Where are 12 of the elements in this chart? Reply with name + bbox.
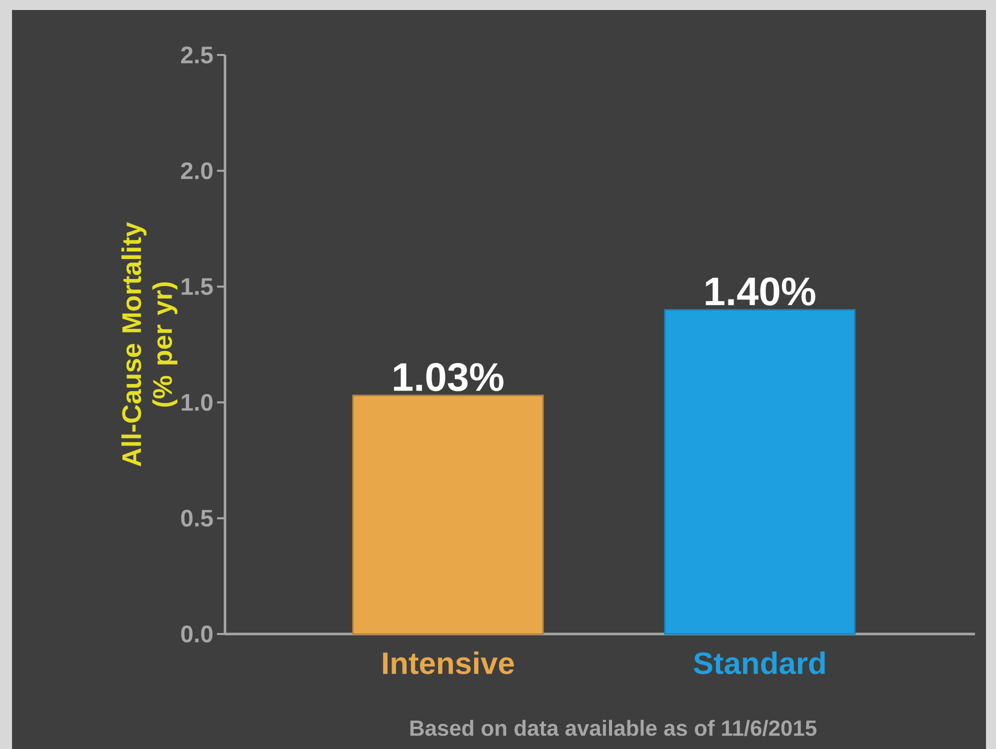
y-tick-label: 1.5 xyxy=(182,278,213,295)
y-tick-label: 0.5 xyxy=(181,510,213,527)
x-tick-label: Standard xyxy=(694,652,825,674)
x-tick-label: Intensive xyxy=(383,652,514,674)
y-tick-label: 0.0 xyxy=(181,626,213,642)
y-tick-label: 2.0 xyxy=(181,162,213,180)
data-label: 1.03% xyxy=(394,362,504,392)
y-axis-title: All-Cause Mortality (% per yr) xyxy=(121,222,178,466)
data-label: 1.40% xyxy=(706,277,816,306)
y-tick-label: 1.0 xyxy=(182,394,213,411)
text: Based on data available as of 11/6/2015 xyxy=(410,720,816,736)
y-tick-label: 2.5 xyxy=(181,46,213,64)
